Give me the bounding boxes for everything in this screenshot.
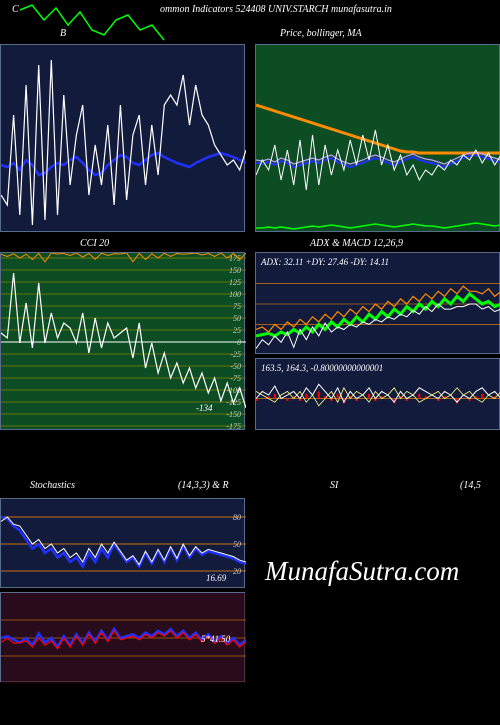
label-b: B [60,28,66,39]
svg-text:80: 80 [233,513,241,522]
header-desc: ommon Indicators 524408 UNIV.STARCH muna… [160,4,392,15]
label-si-r: (14,5 [460,480,481,491]
svg-text:50: 50 [233,314,241,323]
svg-text:20: 20 [233,567,241,576]
svg-text:75: 75 [233,302,241,311]
svg-text:-175: -175 [226,422,241,431]
svg-text:5*41.50: 5*41.50 [201,634,231,644]
panel-price-ma [255,44,500,232]
svg-text:-25: -25 [230,350,241,359]
label-si: SI [330,480,338,491]
svg-text:16.69: 16.69 [206,573,227,583]
watermark: MunafaSutra.com [265,556,459,587]
panel-cci: 1751501251007550250-25-50-75-100-125-150… [0,252,245,430]
svg-text:-150: -150 [226,410,241,419]
svg-text:25: 25 [233,326,241,335]
svg-text:50: 50 [233,540,241,549]
panel-stoch: 80 50 20 16.69 [0,498,245,588]
svg-text:-50: -50 [230,362,241,371]
svg-text:125: 125 [229,278,241,287]
label-stoch: Stochastics [30,480,75,491]
svg-text:100: 100 [229,290,241,299]
header-c: C [12,4,19,15]
svg-text:150: 150 [229,266,241,275]
label-cci: CCI 20 [80,238,109,249]
panel-macd: 163.5, 164.3, -0.80000000000001 [255,358,500,430]
svg-text:-75: -75 [230,374,241,383]
label-stoch-r: (14,3,3) & R [178,480,229,491]
svg-text:163.5, 164.3, -0.80000000000: 163.5, 164.3, -0.80000000000001 [261,363,383,373]
svg-text:ADX: 32.11 +DY: 27.46 -DY: 14: ADX: 32.11 +DY: 27.46 -DY: 14.11 [260,257,389,267]
svg-text:-134: -134 [196,403,213,413]
label-adx-macd: ADX & MACD 12,26,9 [310,238,403,249]
panel-adx: ADX: 32.11 +DY: 27.46 -DY: 14.11 [255,252,500,354]
panel-rsi: 5*41.50 [0,592,245,682]
panel-b [0,44,245,232]
label-price-ma: Price, bollinger, MA [280,28,362,39]
svg-text:0: 0 [237,338,241,347]
